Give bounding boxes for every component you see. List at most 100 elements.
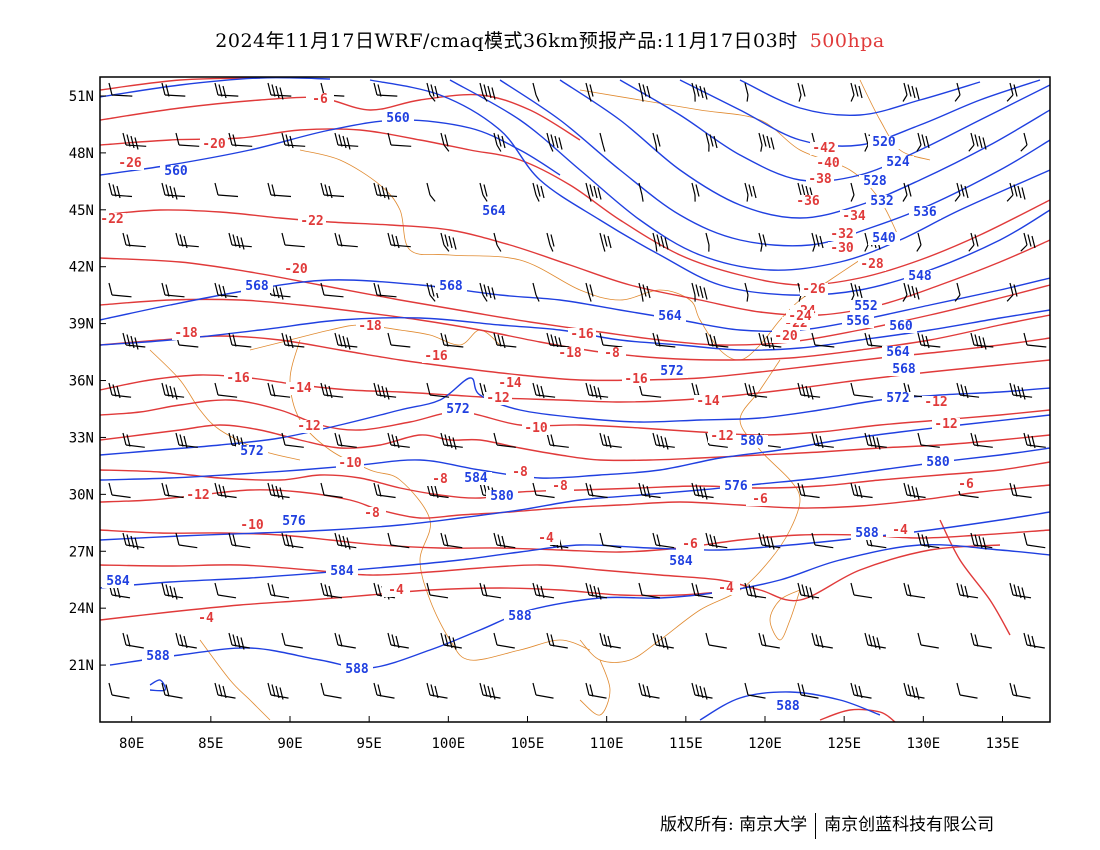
- coastline: [769, 589, 801, 641]
- wind-barb: [954, 82, 961, 102]
- height-contour: [739, 79, 981, 117]
- wind-barb: [479, 82, 496, 102]
- height-label: 556: [846, 314, 870, 329]
- wind-barb: [850, 182, 855, 202]
- wind-barb: [758, 532, 781, 550]
- wind-barb: [228, 532, 251, 549]
- wind-barb: [968, 132, 987, 152]
- wind-barb: [1023, 532, 1046, 549]
- wind-barb: [811, 532, 834, 549]
- wind-barb: [546, 132, 563, 152]
- x-tick-label: 125E: [827, 736, 861, 752]
- wind-barb: [691, 182, 700, 202]
- height-label: 584: [669, 554, 693, 569]
- wind-barb: [161, 582, 184, 600]
- wind-barb: [228, 132, 253, 147]
- wind-barb: [917, 632, 939, 649]
- wind-barb: [373, 482, 396, 499]
- height-label: 568: [245, 279, 269, 294]
- wind-barb: [797, 682, 819, 699]
- y-tick-label: 24N: [69, 601, 94, 617]
- temperature-label: -8: [604, 346, 620, 361]
- temperature-label: -12: [924, 395, 947, 410]
- wind-barb: [850, 482, 873, 499]
- wind-barb: [532, 82, 540, 102]
- wind-barb: [175, 532, 198, 549]
- wind-barb: [956, 682, 978, 699]
- height-label: 580: [490, 489, 514, 504]
- wind-barb: [161, 282, 185, 298]
- height-label: 564: [482, 204, 506, 219]
- wind-barb: [532, 582, 555, 599]
- wind-barb: [1009, 582, 1032, 600]
- wind-barb: [585, 182, 602, 202]
- temperature-label: -38: [808, 172, 832, 187]
- temperature-contour: [100, 209, 1050, 317]
- wind-barb: [320, 482, 343, 499]
- temperature-label: -30: [830, 241, 854, 256]
- wind-barb: [744, 282, 749, 302]
- temperature-label: -24: [788, 309, 812, 324]
- footer-divider: [815, 812, 817, 839]
- height-contour: [149, 679, 167, 692]
- wind-barb: [426, 582, 449, 599]
- wind-barb: [122, 532, 145, 550]
- height-label: 584: [330, 564, 354, 579]
- height-contour: [100, 77, 331, 98]
- wind-barb: [585, 82, 594, 102]
- wind-barb: [387, 432, 410, 449]
- height-contour: [100, 447, 1050, 541]
- height-contour: [559, 79, 1050, 219]
- temperature-label: -6: [752, 492, 768, 507]
- temperature-label: -18: [174, 326, 198, 341]
- wind-barb: [1009, 482, 1032, 499]
- x-tick-label: 95E: [357, 736, 382, 752]
- temperature-label: -20: [774, 329, 798, 344]
- temperature-contour: [100, 77, 261, 91]
- wind-barb: [479, 282, 496, 302]
- wind-barb: [1009, 682, 1031, 699]
- temperature-label: -8: [432, 472, 448, 487]
- wind-barb: [493, 132, 506, 152]
- height-contour: [499, 79, 1050, 247]
- wind-barb: [108, 282, 132, 298]
- x-tick-label: 110E: [590, 736, 624, 752]
- wind-barb: [108, 682, 130, 699]
- height-label: 584: [464, 471, 488, 486]
- temperature-label: -26: [118, 156, 142, 171]
- temperature-contour: [100, 128, 1050, 286]
- wind-barb: [334, 632, 356, 649]
- wind-barb: [652, 132, 661, 152]
- temperature-label: -14: [288, 381, 312, 396]
- temperature-label: -6: [958, 477, 974, 492]
- wind-barb: [281, 532, 304, 549]
- wind-barb: [638, 182, 644, 202]
- wind-barb: [954, 182, 969, 202]
- wind-barb: [652, 232, 669, 252]
- temperature-label: -4: [892, 523, 908, 538]
- temperature-label: -18: [558, 346, 582, 361]
- wind-barb: [228, 632, 250, 650]
- wind-barb: [652, 432, 675, 450]
- wind-barb: [1009, 382, 1033, 400]
- wind-barb: [691, 682, 713, 700]
- height-label: 540: [872, 231, 896, 246]
- height-label: 588: [855, 526, 879, 541]
- wind-barb: [479, 582, 502, 599]
- wind-barb: [1023, 632, 1045, 649]
- height-contour: [679, 79, 1041, 147]
- wind-barb: [320, 582, 343, 599]
- wind-barb: [864, 332, 888, 348]
- wind-barb: [968, 232, 979, 252]
- wind-barb: [1006, 182, 1026, 202]
- height-contour: [100, 377, 1050, 456]
- height-label: 564: [658, 309, 682, 324]
- temperature-contour: [100, 461, 1050, 499]
- wind-barb: [1023, 432, 1046, 449]
- wind-barb: [320, 282, 344, 298]
- wind-barb: [108, 482, 131, 499]
- temperature-label: -16: [570, 327, 594, 342]
- wind-barb: [758, 332, 782, 350]
- temperature-label: -12: [186, 488, 209, 503]
- temperature-label: -32: [830, 227, 853, 242]
